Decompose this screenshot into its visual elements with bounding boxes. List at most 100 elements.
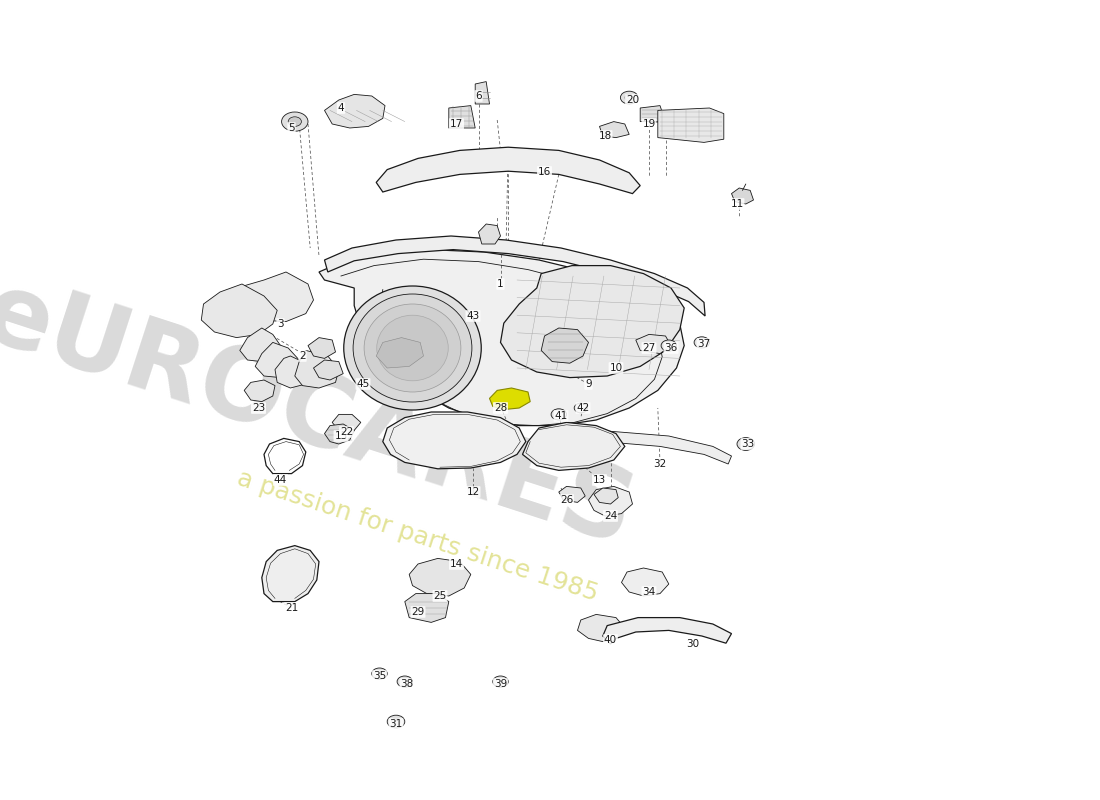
- Polygon shape: [409, 558, 471, 596]
- Text: 28: 28: [494, 403, 507, 413]
- Circle shape: [737, 438, 755, 450]
- Polygon shape: [658, 108, 724, 142]
- Text: 30: 30: [686, 639, 700, 649]
- Text: 36: 36: [664, 343, 678, 353]
- Polygon shape: [324, 236, 705, 316]
- Circle shape: [661, 340, 676, 351]
- Text: 41: 41: [554, 411, 568, 421]
- Text: 31: 31: [389, 719, 403, 729]
- Polygon shape: [262, 546, 319, 602]
- Polygon shape: [588, 486, 632, 516]
- Polygon shape: [732, 188, 754, 204]
- Circle shape: [620, 91, 638, 104]
- Text: 35: 35: [373, 671, 386, 681]
- Circle shape: [493, 676, 508, 687]
- Text: 13: 13: [593, 475, 606, 485]
- Polygon shape: [594, 488, 618, 504]
- Polygon shape: [244, 380, 275, 402]
- Polygon shape: [319, 250, 684, 426]
- Text: 6: 6: [475, 91, 482, 101]
- Text: 34: 34: [642, 587, 656, 597]
- Circle shape: [694, 337, 710, 348]
- Polygon shape: [541, 328, 589, 363]
- Polygon shape: [295, 350, 339, 388]
- Circle shape: [387, 715, 405, 728]
- Polygon shape: [324, 94, 385, 128]
- Polygon shape: [603, 618, 732, 644]
- Text: eUROCARES: eUROCARES: [0, 265, 646, 567]
- Text: 2: 2: [299, 351, 306, 361]
- Text: 22: 22: [340, 427, 353, 437]
- Circle shape: [574, 403, 587, 413]
- Polygon shape: [314, 360, 343, 380]
- Circle shape: [282, 112, 308, 131]
- Text: 29: 29: [411, 607, 425, 617]
- Polygon shape: [522, 422, 625, 470]
- Text: 26: 26: [560, 495, 573, 505]
- Polygon shape: [308, 338, 336, 358]
- Polygon shape: [449, 106, 475, 128]
- Text: 1: 1: [497, 279, 504, 289]
- Polygon shape: [475, 82, 490, 104]
- Polygon shape: [383, 412, 526, 469]
- Circle shape: [392, 718, 400, 725]
- Polygon shape: [636, 334, 671, 354]
- Text: 45: 45: [356, 379, 370, 389]
- Text: 21: 21: [285, 603, 298, 613]
- Text: 44: 44: [274, 475, 287, 485]
- Text: 23: 23: [252, 403, 265, 413]
- Text: 3: 3: [277, 319, 284, 329]
- Polygon shape: [559, 486, 585, 502]
- Ellipse shape: [343, 286, 482, 410]
- Text: 11: 11: [730, 199, 744, 209]
- Polygon shape: [405, 594, 449, 622]
- Text: 12: 12: [466, 487, 480, 497]
- Text: 5: 5: [288, 123, 295, 133]
- Polygon shape: [500, 266, 684, 378]
- Polygon shape: [226, 272, 314, 322]
- Text: 39: 39: [494, 679, 507, 689]
- Ellipse shape: [364, 304, 461, 392]
- Text: 4: 4: [338, 103, 344, 113]
- Text: 43: 43: [466, 311, 480, 321]
- Circle shape: [397, 676, 412, 687]
- Text: 14: 14: [450, 559, 463, 569]
- Circle shape: [288, 117, 301, 126]
- Polygon shape: [490, 388, 530, 410]
- Text: 40: 40: [604, 635, 617, 645]
- Text: 32: 32: [653, 459, 667, 469]
- Text: 33: 33: [741, 439, 755, 449]
- Text: 9: 9: [585, 379, 592, 389]
- Polygon shape: [376, 147, 640, 194]
- Ellipse shape: [353, 294, 472, 402]
- Text: 24: 24: [604, 511, 617, 521]
- Circle shape: [551, 409, 566, 420]
- Text: 19: 19: [642, 119, 656, 129]
- Circle shape: [625, 94, 634, 101]
- Polygon shape: [600, 122, 629, 138]
- Text: 27: 27: [642, 343, 656, 353]
- Ellipse shape: [376, 315, 449, 381]
- Polygon shape: [578, 614, 625, 642]
- Text: 25: 25: [433, 591, 447, 601]
- Text: 17: 17: [450, 119, 463, 129]
- Polygon shape: [275, 356, 310, 388]
- Polygon shape: [621, 568, 669, 596]
- Text: 37: 37: [697, 339, 711, 349]
- Text: 38: 38: [400, 679, 414, 689]
- Polygon shape: [478, 224, 500, 244]
- Text: 18: 18: [598, 131, 612, 141]
- Polygon shape: [376, 338, 424, 368]
- Text: 20: 20: [626, 95, 639, 105]
- Polygon shape: [240, 328, 280, 362]
- Polygon shape: [332, 414, 361, 430]
- Text: 42: 42: [576, 403, 590, 413]
- Text: a passion for parts since 1985: a passion for parts since 1985: [234, 466, 602, 606]
- Text: 16: 16: [538, 167, 551, 177]
- Text: 15: 15: [334, 431, 348, 441]
- Polygon shape: [640, 106, 666, 122]
- Polygon shape: [201, 284, 277, 338]
- Text: 10: 10: [609, 363, 623, 373]
- Circle shape: [372, 668, 387, 679]
- Polygon shape: [600, 430, 732, 464]
